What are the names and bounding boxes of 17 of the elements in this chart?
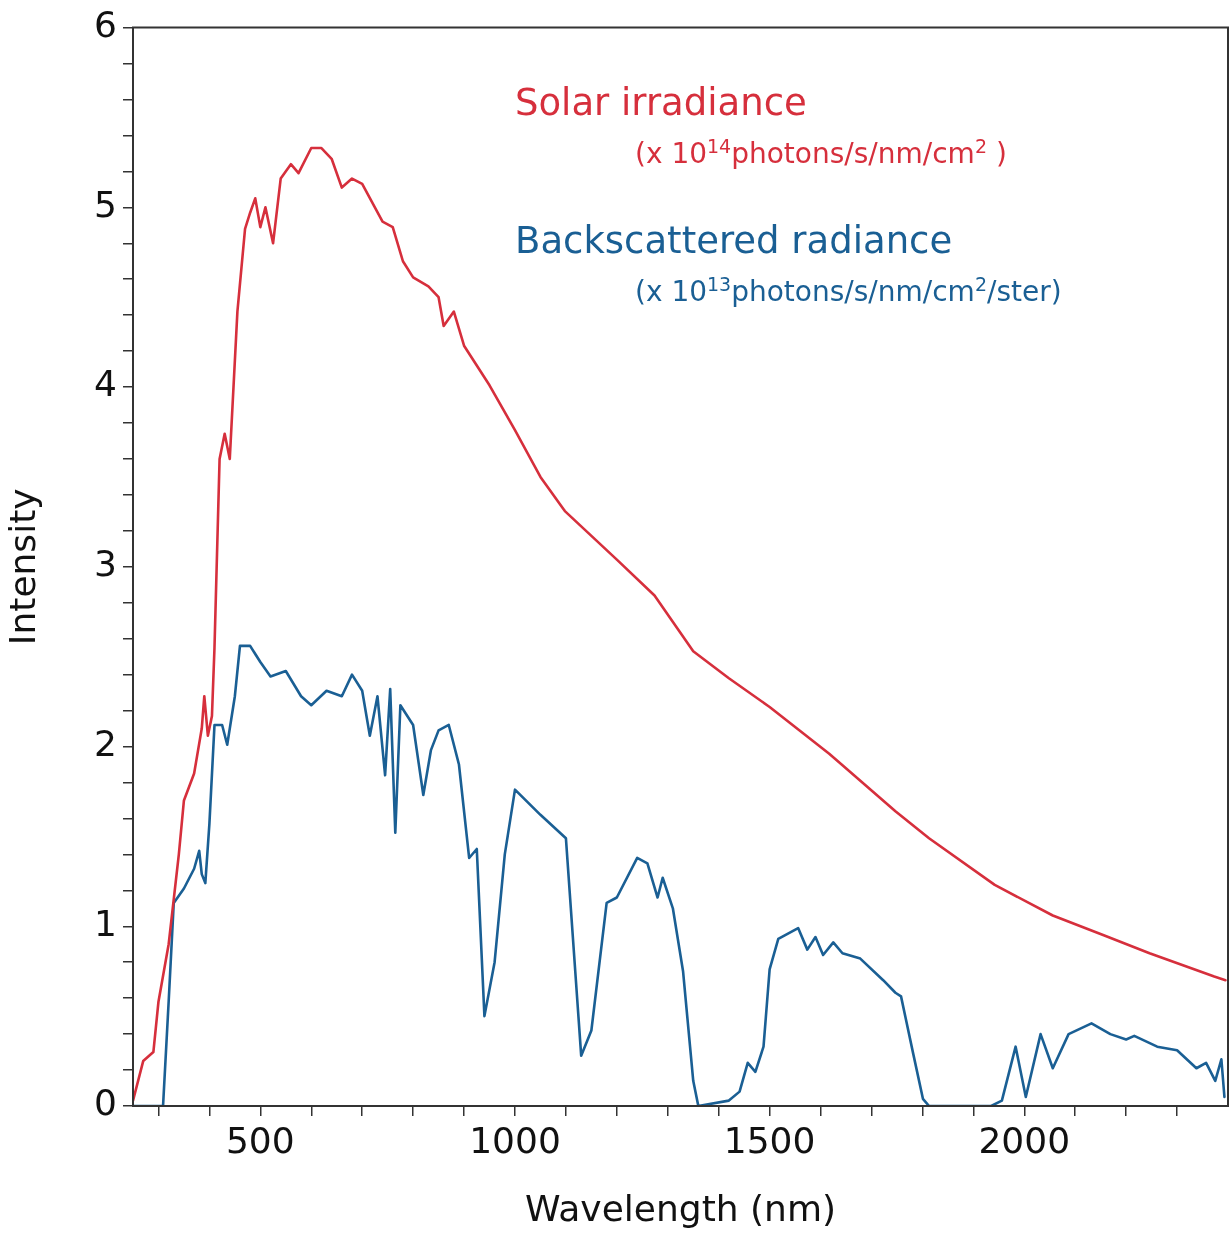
annotation: (x 10$^{14}$photons/s/nm/cm$^{2}$ ) [635,134,1008,173]
x-axis-title: Wavelength (nm) [525,1187,836,1229]
y-tick-label: 0 [94,1082,117,1124]
y-tick-label: 2 [94,722,117,764]
x-tick-label: 2000 [978,1119,1071,1161]
y-axis-title: Intensity [1,488,43,646]
annotation: (x 10$^{13}$photons/s/nm/cm$^{2}$/ster) [635,272,1062,311]
y-tick-label: 1 [94,902,117,944]
y-tick-label: 5 [94,183,117,225]
text: Backscattered radiance [515,218,954,265]
y-tick-label: 4 [94,363,117,405]
x-tick-label: 1500 [723,1119,816,1161]
y-tick-label: 6 [94,3,117,45]
y-tick-label: 3 [94,543,117,585]
x-tick-label: 1000 [469,1119,561,1161]
x-tick-label: 500 [225,1119,295,1161]
text: Solar irradiance [515,80,808,126]
